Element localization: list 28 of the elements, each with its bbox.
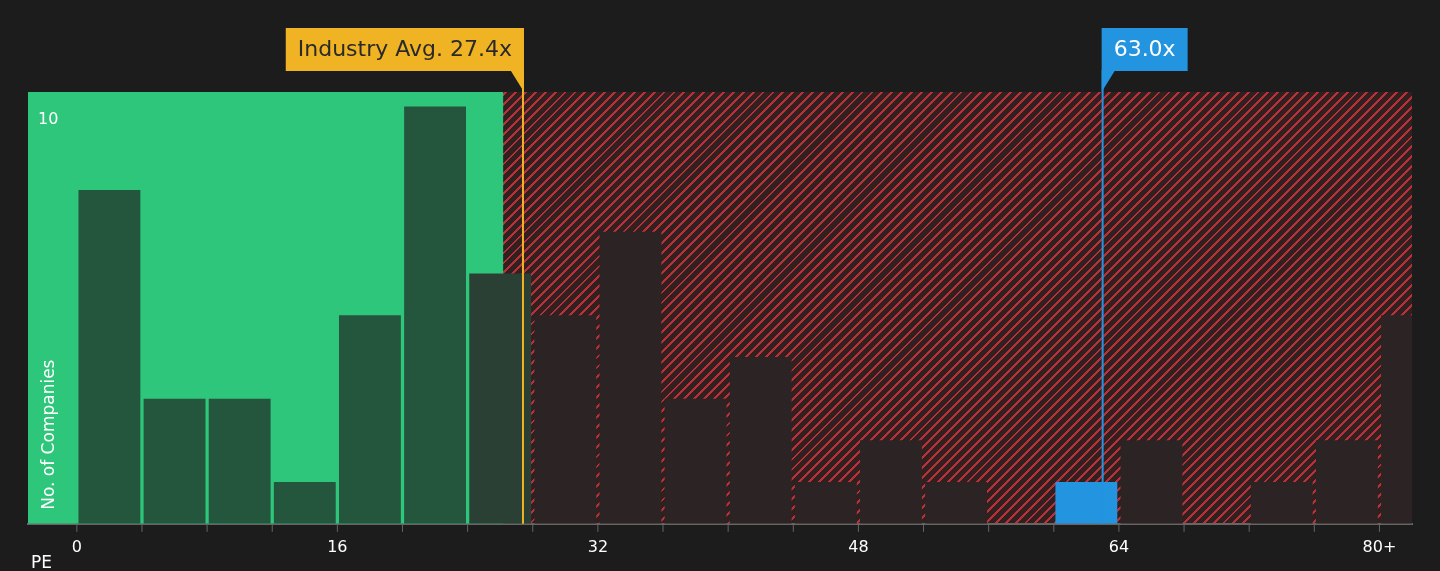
bar <box>1120 440 1183 524</box>
bar <box>338 315 401 524</box>
x-tick-label: 80+ <box>1362 536 1397 556</box>
bar <box>273 482 336 524</box>
x-tick-label: 64 <box>1108 536 1130 556</box>
bar <box>925 482 988 524</box>
x-tick-label: 48 <box>848 536 869 556</box>
bar <box>794 482 857 524</box>
bar <box>729 356 792 524</box>
bar <box>208 398 271 524</box>
bar <box>599 231 662 524</box>
annotation: 10 <box>38 109 59 129</box>
x-tick-label: 32 <box>587 536 609 556</box>
bar <box>1250 482 1313 524</box>
x-axis-title: PE <box>31 552 52 571</box>
bar <box>860 440 922 524</box>
x-tick-label: 0 <box>71 536 82 556</box>
x-tick-label: 16 <box>327 536 348 556</box>
bar <box>404 106 466 524</box>
ref-line-label: Industry Avg. 27.4x <box>297 35 512 61</box>
bar <box>78 190 141 524</box>
bar <box>664 398 727 524</box>
bar <box>469 273 532 524</box>
y-axis-title: No. of Companies <box>38 359 58 510</box>
bar <box>534 315 597 524</box>
ref-line-label: 63.0x <box>1113 35 1176 61</box>
bar <box>1315 440 1378 524</box>
bar <box>143 398 206 524</box>
